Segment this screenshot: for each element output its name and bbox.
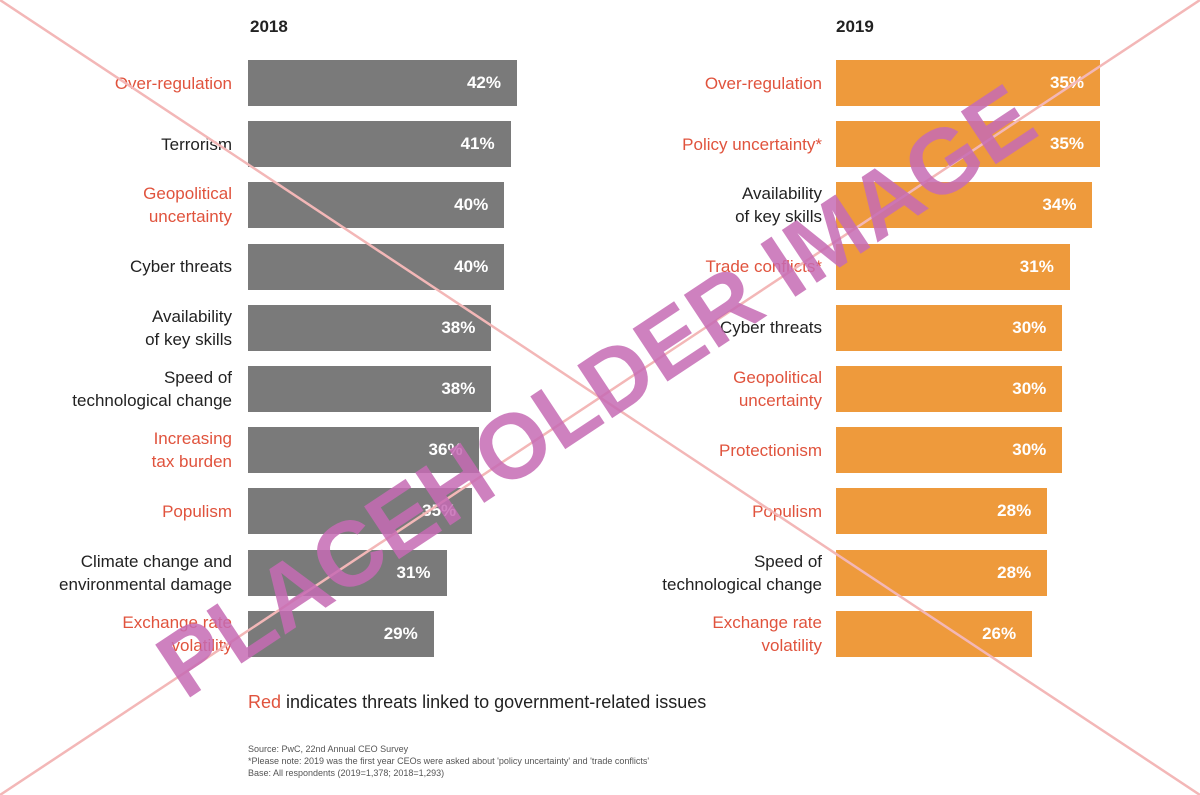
category-label-2018: Availability of key skills <box>145 306 232 349</box>
value-label-2018: 36% <box>428 440 463 460</box>
category-label-2018: Exchange rate volatility <box>122 612 232 655</box>
value-label-2019: 26% <box>982 623 1017 643</box>
source-line: Source: PwC, 22nd Annual CEO Survey <box>248 744 409 754</box>
value-label-2019: 35% <box>1049 73 1084 92</box>
value-label-2018: 40% <box>454 256 489 276</box>
category-label-2018: Speed of technological change <box>72 368 232 410</box>
category-label-2019: Policy uncertainty* <box>682 134 822 154</box>
category-label-2018: Over-regulation <box>114 73 232 93</box>
category-label-2019: Geopolitical uncertainty <box>733 368 822 410</box>
value-label-2019: 30% <box>1012 317 1047 337</box>
category-label-2018: Populism <box>162 501 232 521</box>
value-label-2018: 29% <box>383 623 418 643</box>
value-label-2018: 31% <box>396 562 431 582</box>
source-notes: Source: PwC, 22nd Annual CEO Survey *Ple… <box>248 743 649 779</box>
value-label-2018: 40% <box>454 195 489 215</box>
value-label-2019: 28% <box>997 562 1032 582</box>
value-label-2019: 30% <box>1012 379 1047 398</box>
chart-2019: 2019 Over-regulation 35% Policy uncertaint… <box>600 0 1200 680</box>
category-label-2019: Exchange rate volatility <box>712 612 822 655</box>
category-label-2018: Climate change and environmental damage <box>59 551 232 594</box>
category-label-2019: Trade conflicts* <box>705 257 822 277</box>
value-label-2018: 38% <box>441 317 476 337</box>
category-label-2019: Protectionism <box>719 440 822 460</box>
category-label-2019: Availability of key skills <box>735 184 822 227</box>
value-label-2018: 41% <box>460 134 495 154</box>
value-label-2018: 42% <box>466 73 501 92</box>
value-label-2018: 35% <box>422 501 457 521</box>
value-label-2019: 31% <box>1019 256 1054 276</box>
value-label-2018: 38% <box>441 379 476 398</box>
footnote-line: *Please note: 2019 was the first year CE… <box>248 756 650 766</box>
category-label-2019: Over-regulation <box>704 73 822 93</box>
category-label-2019: Populism <box>752 501 822 521</box>
chart-2018-title: 2018 <box>250 17 288 36</box>
value-label-2019: 34% <box>1042 195 1077 215</box>
legend-note: Red indicates threats linked to governme… <box>248 692 706 713</box>
legend-note-text: indicates threats linked to government-r… <box>281 692 707 712</box>
category-label-2019: Cyber threats <box>719 318 822 338</box>
category-label-2018: Cyber threats <box>129 257 232 277</box>
base-line: Base: All respondents (2019=1,378; 2018=… <box>248 768 445 778</box>
category-label-2019: Speed of technological change <box>662 551 822 594</box>
legend-note-red-word: Red <box>248 692 282 712</box>
chart-2019-title: 2019 <box>836 17 874 36</box>
category-label-2018: Geopolitical uncertainty <box>143 184 232 227</box>
value-label-2019: 28% <box>997 501 1032 521</box>
value-label-2019: 35% <box>1049 134 1084 154</box>
category-label-2018: Increasing tax burden <box>151 429 232 472</box>
value-label-2019: 30% <box>1012 440 1047 460</box>
chart-2018: 2018 Over-regulation 42% Terrorism 41% Geopo… <box>0 0 600 680</box>
category-label-2018: Terrorism <box>161 134 232 154</box>
